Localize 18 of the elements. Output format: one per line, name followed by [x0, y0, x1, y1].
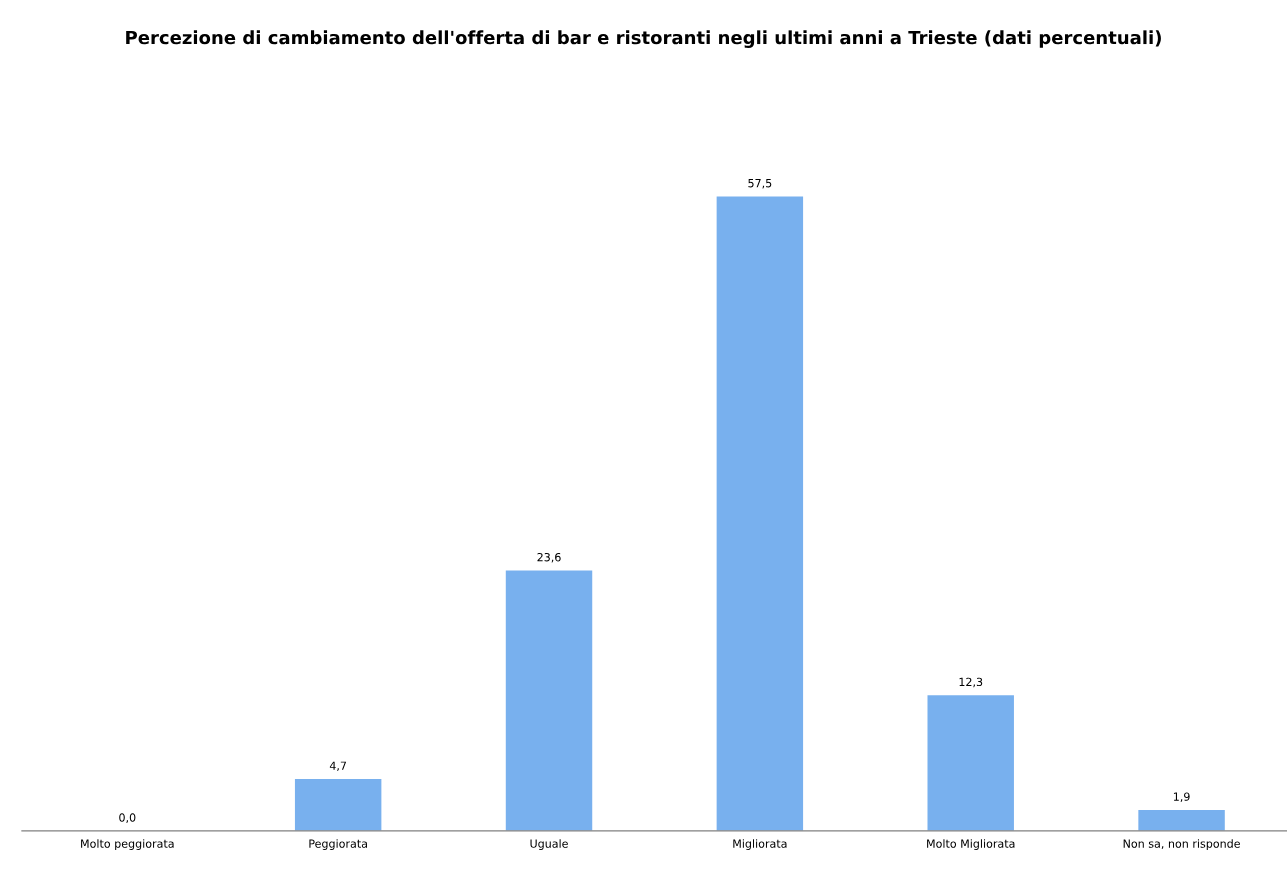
x-tick-label: Molto Migliorata: [927, 839, 1015, 850]
bar: [294, 779, 382, 831]
bar: [927, 695, 1014, 831]
bar: [716, 196, 804, 831]
x-tick-label: Molto peggiorata: [81, 839, 174, 850]
data-label: 1,9: [1173, 792, 1190, 802]
bar: [1138, 809, 1225, 831]
x-tick-label: Uguale: [530, 839, 568, 850]
x-tick-label: Non sa, non risponde: [1123, 839, 1240, 850]
data-label: 0,0: [119, 813, 136, 823]
data-label: 12,3: [959, 677, 983, 688]
chart-title: Percezione di cambiamento dell'offerta di bar e ristoranti negli ultimi anni a Trieste (dati percentuali): [126, 30, 1161, 48]
bar: [505, 570, 593, 831]
data-label: 4,7: [329, 761, 347, 772]
data-label: 23,6: [537, 552, 561, 563]
data-label: 57,5: [748, 179, 772, 189]
x-tick-label: Peggiorata: [309, 839, 367, 850]
x-tick-label: Migliorata: [733, 839, 787, 850]
